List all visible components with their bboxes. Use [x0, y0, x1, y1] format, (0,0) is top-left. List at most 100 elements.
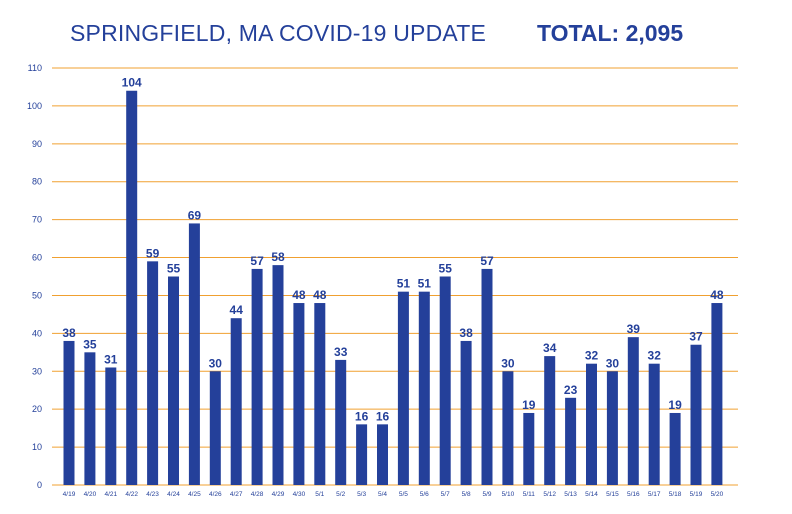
bar — [168, 276, 179, 485]
x-tick-label: 4/20 — [84, 491, 97, 498]
y-tick-label: 110 — [28, 63, 42, 73]
bar — [648, 363, 660, 485]
x-tick-label: 5/14 — [585, 491, 598, 498]
bar — [502, 371, 514, 485]
x-tick-label: 5/11 — [523, 491, 536, 498]
data-label: 30 — [209, 356, 223, 370]
bar — [481, 268, 493, 485]
x-tick-label: 4/24 — [167, 491, 180, 498]
bar — [439, 276, 451, 485]
x-tick-label: 5/13 — [564, 491, 577, 498]
y-tick-label: 60 — [32, 253, 42, 263]
bar — [544, 356, 556, 485]
bar — [209, 371, 221, 485]
data-label: 16 — [376, 409, 390, 423]
bar — [105, 367, 117, 485]
data-label: 23 — [564, 383, 578, 397]
x-tick-label: 5/8 — [462, 491, 471, 498]
x-tick-label: 5/4 — [378, 491, 387, 498]
bar — [690, 344, 702, 485]
y-tick-label: 10 — [32, 442, 42, 452]
data-label: 69 — [188, 208, 202, 222]
data-label: 48 — [313, 288, 327, 302]
x-tick-label: 4/30 — [293, 491, 306, 498]
x-tick-label: 4/19 — [63, 491, 76, 498]
data-label: 51 — [397, 277, 411, 291]
bar — [293, 303, 305, 485]
bar — [63, 340, 75, 485]
x-tick-label: 4/28 — [251, 491, 264, 498]
data-label: 37 — [689, 330, 703, 344]
x-tick-label: 4/26 — [209, 491, 222, 498]
data-label: 48 — [710, 288, 724, 302]
y-tick-label: 0 — [37, 480, 42, 490]
x-tick-label: 5/3 — [357, 491, 366, 498]
bar — [147, 261, 159, 485]
data-label: 19 — [668, 398, 682, 412]
bar — [251, 268, 263, 485]
bar — [188, 223, 200, 485]
data-label: 38 — [62, 326, 76, 340]
x-tick-label: 5/2 — [336, 491, 345, 498]
data-label: 30 — [501, 356, 515, 370]
data-labels: 38 35 31 104 59 55 69 30 44 57 58 48 48 33 16 16 51 51 55 3… — [62, 76, 724, 424]
data-label: 51 — [418, 277, 432, 291]
data-label: 16 — [355, 409, 369, 423]
bars — [63, 90, 723, 485]
x-tick-label: 5/10 — [502, 491, 515, 498]
data-label: 48 — [292, 288, 306, 302]
data-label: 39 — [627, 322, 641, 336]
y-tick-label: 80 — [32, 177, 42, 187]
x-tick-label: 5/18 — [669, 491, 682, 498]
x-tick-label: 5/20 — [711, 491, 724, 498]
total-count: TOTAL: 2,095 — [537, 20, 684, 46]
x-tick-label: 4/23 — [146, 491, 159, 498]
bar — [586, 363, 597, 485]
x-tick-label: 5/16 — [627, 491, 640, 498]
data-label: 34 — [543, 341, 557, 355]
x-tick-label: 4/22 — [125, 491, 138, 498]
x-tick-label: 5/9 — [482, 491, 491, 498]
x-tick-label: 4/21 — [104, 491, 117, 498]
bar — [523, 412, 535, 485]
x-tick-label: 4/27 — [230, 491, 243, 498]
x-tick-label: 5/7 — [441, 491, 450, 498]
data-label: 44 — [230, 303, 244, 317]
data-label: 32 — [648, 349, 662, 363]
data-label: 55 — [439, 262, 453, 276]
y-tick-label: 100 — [27, 101, 42, 111]
bar — [627, 337, 639, 485]
data-label: 38 — [459, 326, 473, 340]
y-axis-ticks: 0 10 20 30 40 50 60 70 80 90 100 110 — [27, 63, 42, 490]
x-tick-label: 5/19 — [690, 491, 703, 498]
y-tick-label: 20 — [32, 404, 42, 414]
data-label: 57 — [480, 254, 494, 268]
data-label: 30 — [606, 356, 620, 370]
gridlines — [52, 67, 738, 486]
bar — [377, 424, 388, 485]
data-label: 32 — [585, 349, 599, 363]
x-tick-label: 4/29 — [272, 491, 285, 498]
x-tick-label: 4/25 — [188, 491, 201, 498]
bar — [460, 340, 472, 485]
y-tick-label: 50 — [32, 290, 42, 300]
bar — [335, 359, 347, 485]
data-label: 55 — [167, 262, 181, 276]
bar — [272, 265, 284, 485]
title-row: SPRINGFIELD, MA COVID-19 UPDATE TOTAL: 2… — [0, 18, 792, 58]
bar — [711, 303, 723, 485]
data-label: 58 — [271, 250, 285, 264]
x-axis-ticks: 4/19 4/20 4/21 4/22 4/23 4/24 4/25 4/26 4/27 4/28… — [63, 491, 724, 498]
data-label: 59 — [146, 246, 160, 260]
x-tick-label: 5/5 — [399, 491, 408, 498]
data-label: 31 — [104, 352, 118, 366]
x-tick-label: 5/6 — [420, 491, 429, 498]
x-tick-label: 5/17 — [648, 491, 661, 498]
bar — [126, 90, 138, 485]
x-tick-label: 5/1 — [315, 491, 324, 498]
bar — [669, 412, 681, 485]
bar — [565, 397, 577, 485]
data-label: 35 — [83, 337, 97, 351]
bar — [606, 371, 618, 485]
